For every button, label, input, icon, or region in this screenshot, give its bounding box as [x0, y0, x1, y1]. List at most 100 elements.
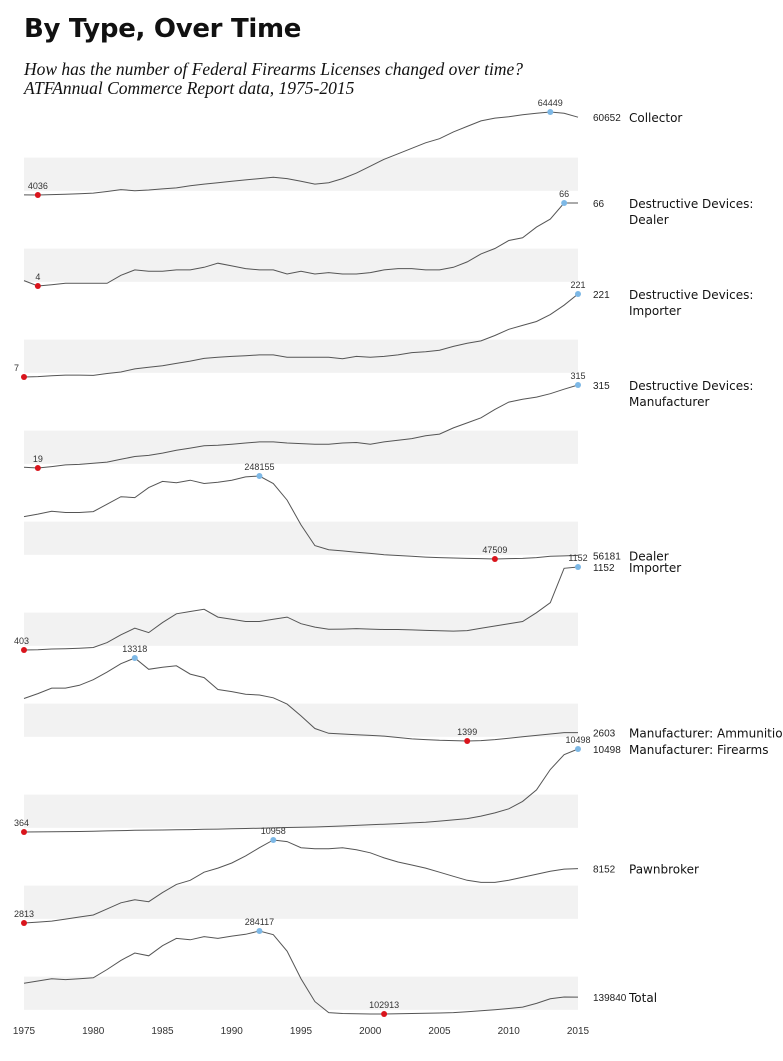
category-label-line: Manufacturer — [629, 395, 709, 409]
series-line — [23, 657, 578, 742]
last-value-label: 10498 — [593, 745, 621, 756]
panel-total: 102913 284117 139840 Total — [23, 917, 657, 1017]
x-tick-label: 1990 — [221, 1026, 244, 1037]
min-point — [21, 829, 27, 835]
max-point — [561, 200, 568, 206]
max-label: 221 — [570, 280, 585, 290]
category-label-line: Importer — [629, 561, 681, 575]
max-point — [547, 109, 554, 115]
min-point — [21, 647, 27, 653]
min-point — [464, 738, 471, 744]
panel-dealer: 47509 248155 56181 Dealer — [23, 462, 669, 563]
range-band — [24, 521, 578, 555]
min-label: 1399 — [457, 727, 477, 737]
min-point — [491, 556, 498, 562]
min-label: 364 — [14, 818, 29, 828]
category-label-line: Dealer — [629, 213, 669, 227]
last-value-label: 2603 — [593, 729, 616, 740]
x-tick-label: 1975 — [13, 1026, 36, 1037]
category-label-line: Destructive Devices: — [629, 197, 753, 211]
category-label-line: Manufacturer: Ammunition — [629, 727, 783, 741]
last-value-label: 8152 — [593, 865, 616, 876]
range-band — [24, 612, 578, 646]
max-point — [270, 837, 277, 843]
panel-collector: 4036 64449 60652 Collector — [23, 98, 682, 198]
range-band — [24, 976, 578, 1010]
min-point — [34, 465, 41, 471]
category-label: Collector — [629, 111, 682, 125]
x-tick-label: 1995 — [290, 1026, 313, 1037]
range-band — [24, 703, 578, 737]
series-line — [23, 384, 579, 469]
max-label: 64449 — [538, 98, 563, 108]
min-label: 19 — [33, 454, 43, 464]
last-value-label: 221 — [593, 290, 610, 301]
max-label: 10958 — [261, 826, 286, 836]
category-label-line: Pawnbroker — [629, 863, 699, 877]
category-label-line: Manufacturer: Firearms — [629, 743, 768, 757]
max-label: 315 — [570, 371, 585, 381]
min-label: 47509 — [482, 545, 507, 555]
x-axis: 1975 1980 1985 1990 1995 2000 2005 2010 2015 — [13, 1026, 590, 1037]
panel-destructive-devices-importer: 7 221 221 Destructive Devices: Importer — [14, 280, 753, 380]
category-label-line: Destructive Devices: — [629, 379, 753, 393]
min-point — [34, 192, 41, 198]
range-band — [24, 885, 578, 919]
last-value-label: 1152 — [593, 563, 615, 574]
max-label: 66 — [559, 189, 569, 199]
min-point — [21, 374, 27, 380]
max-label: 284117 — [245, 917, 274, 927]
x-tick-label: 2005 — [428, 1026, 451, 1037]
x-tick-label: 2010 — [498, 1026, 521, 1037]
range-band — [24, 339, 578, 373]
panel-destructive-devices-dealer: 4 66 66 Destructive Devices: Dealer — [23, 189, 753, 289]
min-label: 2813 — [14, 909, 34, 919]
range-band — [24, 248, 578, 282]
max-point — [256, 473, 263, 479]
last-value-label: 56181 — [593, 551, 621, 562]
category-label: Destructive Devices: Dealer — [629, 197, 753, 227]
subtitle-line-1: How has the number of Federal Firearms L… — [24, 59, 523, 79]
category-label-line: Total — [628, 991, 657, 1005]
min-label: 7 — [14, 363, 19, 373]
category-label: Importer — [629, 561, 681, 575]
series-line — [23, 566, 579, 651]
max-point — [575, 291, 581, 297]
series-line — [23, 748, 579, 833]
category-label: Total — [628, 991, 657, 1005]
max-point — [575, 564, 581, 570]
max-point — [575, 382, 581, 388]
max-label: 248155 — [244, 462, 274, 472]
x-tick-label: 1985 — [151, 1026, 174, 1037]
x-tick-label: 2015 — [567, 1026, 590, 1037]
max-point — [256, 928, 263, 934]
x-tick-label: 1980 — [82, 1026, 105, 1037]
min-point — [21, 920, 27, 926]
panel-importer: 403 1152 1152 Importer — [14, 553, 681, 653]
category-label: Manufacturer: Ammunition — [629, 727, 783, 741]
chart-title: By Type, Over Time — [24, 14, 302, 44]
min-label: 403 — [14, 636, 29, 646]
min-label: 4036 — [28, 181, 48, 191]
series-line — [23, 293, 579, 378]
category-label-line: Importer — [629, 304, 681, 318]
max-point — [131, 655, 138, 661]
category-label-line: Collector — [629, 111, 682, 125]
category-label-line: Dealer — [629, 549, 669, 563]
chart-subtitle: How has the number of Federal Firearms L… — [24, 60, 523, 98]
panel-destructive-devices-manufacturer: 19 315 315 Destructive Devices: Manufacturer — [23, 371, 753, 471]
min-point — [34, 283, 41, 289]
series-line — [23, 839, 579, 924]
category-label: Pawnbroker — [629, 863, 699, 877]
min-label: 102913 — [369, 1000, 399, 1010]
min-point — [381, 1011, 388, 1017]
min-label: 4 — [35, 272, 40, 282]
range-band — [24, 157, 578, 191]
series-line — [23, 475, 579, 560]
max-label: 1152 — [568, 553, 587, 563]
range-band — [24, 430, 578, 464]
max-point — [575, 746, 581, 752]
series-line — [23, 930, 579, 1015]
